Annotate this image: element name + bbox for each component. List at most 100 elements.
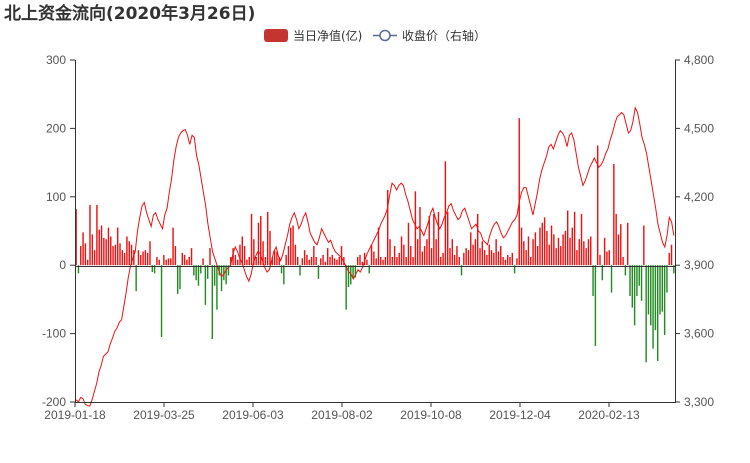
bar (317, 265, 320, 279)
bar (202, 258, 204, 266)
bar (520, 227, 523, 266)
bar (516, 258, 518, 266)
bar (130, 244, 133, 266)
bar (566, 210, 569, 266)
bar (324, 261, 327, 266)
bar (470, 232, 472, 266)
bar (400, 236, 403, 266)
bar (290, 227, 292, 266)
bar (407, 222, 410, 266)
bar (435, 239, 437, 266)
bar (225, 265, 227, 285)
legend-item-line[interactable]: 收盘价（右轴） (373, 28, 486, 43)
bar (613, 163, 615, 266)
bar (543, 217, 546, 266)
legend-item-bar[interactable]: 当日净值(亿) (264, 28, 362, 43)
bar (393, 246, 396, 266)
bar (502, 256, 504, 266)
left-tick-label: -200 (42, 395, 66, 409)
bar (204, 265, 207, 305)
bar (223, 265, 225, 281)
bar (276, 251, 278, 266)
bar (472, 244, 474, 266)
bar (89, 205, 91, 266)
bar (384, 256, 387, 266)
bar (446, 211, 449, 266)
bar (257, 222, 260, 266)
bar (103, 237, 105, 266)
bar (631, 265, 634, 308)
bar (174, 246, 177, 266)
bar (264, 256, 267, 266)
bar (590, 236, 592, 266)
bar (650, 265, 652, 326)
bar (368, 265, 370, 274)
bar (437, 211, 440, 266)
bar (301, 258, 304, 266)
bar (396, 256, 398, 266)
bar (181, 252, 184, 266)
x-tick-label: 2019-06-03 (222, 408, 284, 422)
bar (592, 265, 594, 296)
bar (539, 227, 541, 266)
left-tick-label: 300 (46, 53, 66, 67)
bar (144, 250, 147, 266)
bar (373, 251, 375, 266)
bar (206, 265, 209, 279)
bar (227, 265, 230, 276)
bar (262, 241, 264, 266)
legend[interactable]: 当日净值(亿) 收盘价（右轴） (264, 28, 486, 43)
bar (230, 256, 232, 266)
bar (483, 250, 486, 266)
x-axis-ticks: 2019-01-18 2019-03-25 2019-06-03 2019-08-02… (44, 402, 640, 422)
bar (656, 265, 659, 361)
bar (386, 189, 389, 266)
bar (513, 265, 516, 274)
bar (596, 145, 599, 266)
bar (541, 222, 544, 266)
bar (405, 256, 407, 266)
x-tick-label: 2019-01-18 (44, 408, 106, 422)
bar (509, 256, 511, 266)
bar (583, 241, 585, 266)
bar (239, 244, 241, 266)
left-tick-label: -100 (42, 327, 66, 341)
bar (126, 236, 128, 266)
bar (296, 256, 299, 266)
bar (170, 258, 172, 266)
bar (292, 225, 294, 266)
bar (608, 250, 610, 266)
bar (453, 254, 456, 266)
bar (135, 265, 137, 292)
bar (271, 256, 274, 266)
bar (497, 251, 500, 266)
bar (555, 248, 557, 266)
bar (133, 250, 135, 266)
bar (451, 239, 454, 266)
bar (585, 248, 587, 266)
bar-series (75, 118, 675, 363)
bar (456, 246, 458, 266)
x-tick-label: 2019-10-08 (400, 408, 462, 422)
bar (474, 239, 477, 266)
bar (213, 265, 216, 286)
bar (647, 265, 650, 315)
bar (617, 234, 620, 266)
bar (246, 259, 248, 266)
bar (622, 256, 624, 266)
bar (91, 234, 94, 266)
bar (280, 265, 283, 274)
bar (643, 225, 645, 266)
bar (183, 254, 186, 266)
bar (320, 258, 322, 266)
bar (142, 251, 144, 266)
bar (536, 246, 539, 266)
bar (670, 244, 673, 266)
bar (562, 234, 564, 266)
bar (303, 250, 306, 266)
bar (444, 161, 447, 266)
bar (77, 265, 80, 274)
bar (340, 246, 343, 266)
bar (158, 259, 160, 266)
bar (329, 256, 331, 266)
